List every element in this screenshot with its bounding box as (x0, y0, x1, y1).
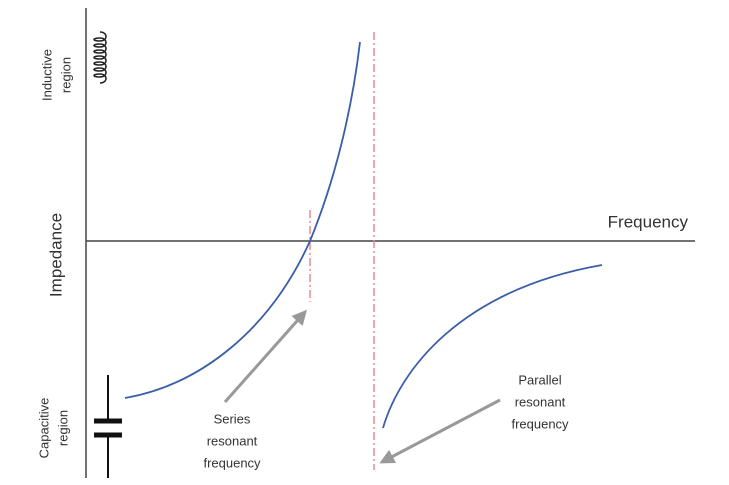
capacitive-label: Capacitive (36, 398, 51, 459)
parallel-annotation: Parallel (518, 372, 561, 387)
inductor-icon (93, 31, 107, 84)
parallel-arrow (379, 398, 501, 464)
series-arrow (223, 309, 307, 403)
series-annotation: resonant (207, 433, 258, 448)
series-annotation: frequency (203, 455, 261, 470)
inductive-label: region (58, 57, 73, 93)
parallel-curve (382, 264, 603, 429)
parallel-annotation: resonant (515, 394, 566, 409)
x-label: Frequency (608, 212, 689, 231)
parallel-annotation: frequency (511, 416, 569, 431)
capacitor-icon (94, 375, 122, 478)
y-label: Impedance (46, 213, 65, 297)
series-curve (124, 41, 361, 399)
capacitive-label: region (55, 410, 70, 446)
series-annotation: Series (214, 411, 251, 426)
inductive-label: Inductive (39, 49, 54, 101)
